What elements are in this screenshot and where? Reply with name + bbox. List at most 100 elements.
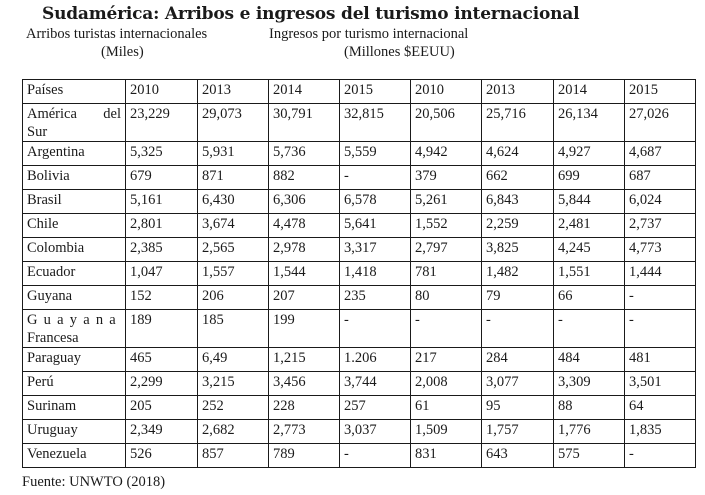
value-cell: 152 [125,285,198,310]
country-cell: Venezuela [22,443,126,468]
value-cell: 3,744 [339,371,411,396]
value-cell: 831 [410,443,482,468]
value-cell: 3,674 [197,213,269,238]
value-cell: 61 [410,395,482,420]
value-cell: - [624,443,696,468]
value-cell: 1,557 [197,261,269,286]
value-cell: 257 [339,395,411,420]
value-cell: 643 [481,443,554,468]
value-cell: 2,385 [125,237,198,262]
header-cell: 2010 [410,79,482,104]
value-cell: 4,942 [410,141,482,166]
value-cell: 3,317 [339,237,411,262]
value-cell: 2,565 [197,237,269,262]
header-cell: 2013 [481,79,554,104]
table-row: Uruguay 2,349 2,682 2,773 3,037 1,509 1,757 1,7… [22,419,696,444]
table-row: Brasil 5,161 6,430 6,306 6,578 5,261 6,843 5,84… [22,189,696,214]
header-cell: 2013 [197,79,269,104]
country-word: Guayana [27,312,122,328]
value-cell: 2,682 [197,419,269,444]
header-cell: 2010 [125,79,198,104]
value-cell: 5,325 [125,141,198,166]
value-cell: 1,047 [125,261,198,286]
value-cell: 32,815 [339,103,411,142]
value-cell: 2,299 [125,371,198,396]
tourism-table: Países 2010 2013 2014 2015 2010 2013 201… [22,79,696,468]
value-cell: 5,559 [339,141,411,166]
country-cell: Chile [22,213,126,238]
value-cell: 3,077 [481,371,554,396]
value-cell: 2,737 [624,213,696,238]
header-cell: 2014 [268,79,340,104]
value-cell: 235 [339,285,411,310]
table-row: Chile 2,801 3,674 4,478 5,641 1,552 2,259 2,481… [22,213,696,238]
table-row: Argentina 5,325 5,931 5,736 5,559 4,942 4,624 4… [22,141,696,166]
value-cell: 2,259 [481,213,554,238]
value-cell: 25,716 [481,103,554,142]
value-cell: - [339,443,411,468]
value-cell: 6,843 [481,189,554,214]
value-cell: 662 [481,165,554,190]
page-title: Sudamérica: Arribos e ingresos del turis… [42,4,580,24]
country-cell: Perú [22,371,126,396]
value-cell: 206 [197,285,269,310]
value-cell: 484 [553,347,625,372]
income-subtitle: Ingresos por turismo internacional [269,26,469,42]
value-cell: 30,791 [268,103,340,142]
source-note: Fuente: UNWTO (2018) [22,474,166,490]
country-cell: América del Sur [22,103,126,142]
value-cell: 1,509 [410,419,482,444]
value-cell: 6,024 [624,189,696,214]
country-cell: Uruguay [22,419,126,444]
value-cell: - [481,309,554,348]
value-cell: - [339,309,411,348]
table-row: Venezuela 526 857 789-831 643 575- [22,443,696,468]
value-cell: 789 [268,443,340,468]
value-cell: 781 [410,261,482,286]
table-row: Perú 2,299 3,215 3,456 3,744 2,008 3,077 3,309 3… [22,371,696,396]
value-cell: 6,306 [268,189,340,214]
value-cell: 699 [553,165,625,190]
value-cell: 679 [125,165,198,190]
value-cell: 2,008 [410,371,482,396]
value-cell: 79 [481,285,554,310]
value-cell: - [410,309,482,348]
value-cell: 2,978 [268,237,340,262]
value-cell: 2,801 [125,213,198,238]
value-cell: 6,578 [339,189,411,214]
value-cell: 27,026 [624,103,696,142]
country-cell: Bolivia [22,165,126,190]
table-row: Paraguay 465 6,49 1,215 1.206 217 284 484 481 [22,347,696,372]
table-row: Guayana Francesa 189 185 199- - - - - [22,309,696,348]
value-cell: 2,481 [553,213,625,238]
value-cell: 5,931 [197,141,269,166]
value-cell: 4,927 [553,141,625,166]
value-cell: 185 [197,309,269,348]
header-cell: 2015 [624,79,696,104]
table-row: Colombia 2,385 2,565 2,978 3,317 2,797 3,825 4,… [22,237,696,262]
value-cell: 88 [553,395,625,420]
income-unit: (Millones $EEUU) [344,44,455,60]
value-cell: 3,309 [553,371,625,396]
value-cell: 2,349 [125,419,198,444]
country-cell: Guayana Francesa [22,309,126,348]
value-cell: 3,501 [624,371,696,396]
table-row: Ecuador 1,047 1,557 1,544 1,418 781 1,482 1,551… [22,261,696,286]
value-cell: - [339,165,411,190]
value-cell: 252 [197,395,269,420]
country-cell: Guyana [22,285,126,310]
value-cell: 4,478 [268,213,340,238]
value-cell: 526 [125,443,198,468]
value-cell: 80 [410,285,482,310]
value-cell: 26,134 [553,103,625,142]
value-cell: 1,482 [481,261,554,286]
value-cell: 207 [268,285,340,310]
value-cell: 871 [197,165,269,190]
header-cell: Países [22,79,126,104]
value-cell: 5,844 [553,189,625,214]
value-cell: 1,776 [553,419,625,444]
value-cell: 3,037 [339,419,411,444]
value-cell: 4,687 [624,141,696,166]
table-row: Surinam 205 252 228 257 61 95 88 64 [22,395,696,420]
value-cell: 217 [410,347,482,372]
